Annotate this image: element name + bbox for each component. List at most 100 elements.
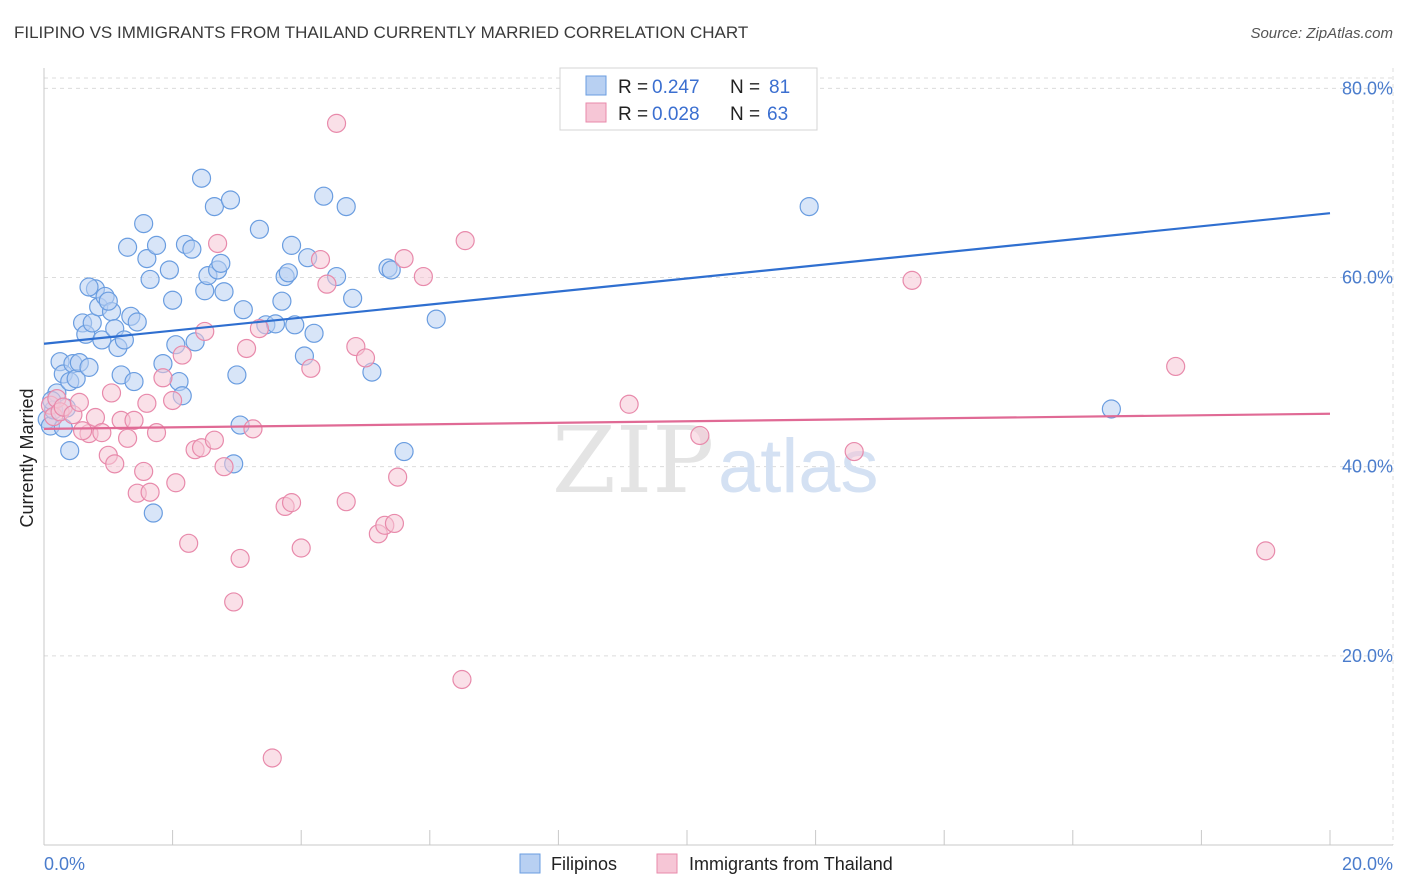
scatter-point-series-2 xyxy=(105,454,125,474)
scatter-point-series-1 xyxy=(394,441,414,462)
stats-n-value-1: 81 xyxy=(769,77,790,98)
scatter-point-series-1 xyxy=(159,260,179,280)
trend-line-series-1 xyxy=(43,212,1331,345)
x-tick-label: 20.0% xyxy=(1342,854,1393,874)
stats-n-value-2: 63 xyxy=(767,104,788,125)
tick-labels: 20.0% 40.0% 60.0% 80.0% 0.0% 20.0% xyxy=(44,78,1393,874)
scatter-point-series-2 xyxy=(230,548,250,569)
stats-r-label-1: R = xyxy=(618,77,648,98)
scatter-point-series-1 xyxy=(1101,399,1121,419)
scatter-point-series-1 xyxy=(272,291,292,311)
scatter-point-series-2 xyxy=(388,467,408,487)
scatter-point-series-2 xyxy=(153,368,173,388)
scatter-point-series-1 xyxy=(249,219,270,239)
scatter-point-series-1 xyxy=(281,235,302,255)
scatter-point-series-1 xyxy=(211,253,231,273)
stats-n-label-2: N = xyxy=(730,104,760,125)
scatter-point-series-1 xyxy=(146,235,167,255)
scatter-point-series-2 xyxy=(384,513,405,534)
scatter-point-series-2 xyxy=(117,428,138,448)
stats-legend-swatch-filipinos xyxy=(585,75,607,96)
watermark-atlas: atlas xyxy=(718,424,879,509)
scatter-point-series-2 xyxy=(92,423,112,443)
scatter-point-series-1 xyxy=(114,330,134,350)
scatter-point-series-1 xyxy=(204,196,224,217)
scatter-point-series-2 xyxy=(179,533,199,553)
scatter-point-series-2 xyxy=(146,423,167,443)
scatter-point-series-2 xyxy=(236,338,257,359)
scatter-point-series-2 xyxy=(224,592,244,612)
stats-legend-swatch-thailand xyxy=(585,102,607,123)
legend-swatch-filipinos xyxy=(519,853,541,874)
scatter-point-series-2 xyxy=(214,457,234,477)
scatter-point-series-1 xyxy=(140,269,160,290)
scatter-point-series-1 xyxy=(227,365,247,385)
scatter-point-series-1 xyxy=(92,330,112,350)
chart-source: Source: ZipAtlas.com xyxy=(1250,25,1393,42)
scatter-point-series-2 xyxy=(452,669,472,690)
scatter-point-series-1 xyxy=(134,214,154,234)
scatter-point-series-1 xyxy=(220,190,241,210)
x-tick-marks xyxy=(43,830,1331,845)
legend-label-filipinos: Filipinos xyxy=(551,854,617,874)
scatter-point-series-1 xyxy=(214,282,234,302)
scatter-point-series-2 xyxy=(336,492,356,512)
y-tick-label: 40.0% xyxy=(1342,457,1393,477)
scatter-point-series-2 xyxy=(163,390,183,411)
scatter-point-series-1 xyxy=(137,249,157,269)
scatter-point-series-2 xyxy=(455,231,475,251)
scatter-point-series-1 xyxy=(117,237,138,257)
scatter-point-series-2 xyxy=(310,249,331,270)
scatter-point-series-2 xyxy=(124,410,144,430)
scatter-point-series-1 xyxy=(233,300,253,320)
scatter-point-series-2 xyxy=(208,233,228,254)
scatter-point-series-2 xyxy=(262,748,282,768)
scatter-point-series-1 xyxy=(799,196,819,217)
scatter-point-series-2 xyxy=(166,473,186,493)
scatter-point-series-2 xyxy=(243,419,263,439)
scatter-point-series-2 xyxy=(291,538,311,558)
scatter-point-series-2 xyxy=(172,345,192,365)
scatter-point-series-2 xyxy=(326,113,347,133)
scatter-point-series-1 xyxy=(98,291,118,311)
watermark: ZIP atlas xyxy=(552,407,879,514)
y-tick-label: 80.0% xyxy=(1342,78,1393,98)
y-axis-label: Currently Married xyxy=(17,388,37,527)
scatter-point-series-1 xyxy=(124,371,144,392)
trend-line-series-2 xyxy=(43,412,1331,430)
chart-title: FILIPINO VS IMMIGRANTS FROM THAILAND CUR… xyxy=(14,23,748,42)
scatter-point-series-2 xyxy=(690,425,710,446)
scatter-point-series-2 xyxy=(355,348,376,368)
scatter-point-series-2 xyxy=(195,321,215,342)
scatter-point-series-1 xyxy=(304,323,324,343)
scatter-point-series-2 xyxy=(1166,356,1186,377)
scatter-point-series-2 xyxy=(394,249,414,269)
scatter-point-series-2 xyxy=(413,266,433,287)
scatter-point-series-1 xyxy=(314,186,334,206)
y-tick-label: 20.0% xyxy=(1342,646,1393,666)
stats-r-value-2: 0.028 xyxy=(652,104,700,125)
scatter-point-series-1 xyxy=(278,263,298,283)
scatter-point-series-2 xyxy=(1256,541,1276,561)
x-tick-label: 0.0% xyxy=(44,854,85,874)
scatter-point-series-1 xyxy=(426,309,446,329)
scatter-point-series-2 xyxy=(301,358,321,378)
stats-r-label-2: R = xyxy=(618,104,648,125)
y-tick-label: 60.0% xyxy=(1342,268,1393,288)
scatter-point-series-2 xyxy=(619,394,639,414)
stats-n-label-1: N = xyxy=(730,77,760,98)
scatter-point-series-2 xyxy=(137,393,157,413)
scatter-point-series-2 xyxy=(317,274,337,294)
scatter-point-series-1 xyxy=(127,312,147,332)
scatter-point-series-2 xyxy=(204,430,224,450)
scatter-point-series-1 xyxy=(60,441,80,461)
scatter-point-series-1 xyxy=(381,260,401,280)
scatter-point-series-1 xyxy=(79,357,99,377)
watermark-zip: ZIP xyxy=(552,407,714,514)
scatter-point-series-1 xyxy=(79,277,99,297)
scatter-point-series-2 xyxy=(140,482,160,502)
stats-r-value-1: 0.247 xyxy=(652,77,700,98)
trend-layer xyxy=(43,212,1331,430)
axes xyxy=(43,68,1393,846)
